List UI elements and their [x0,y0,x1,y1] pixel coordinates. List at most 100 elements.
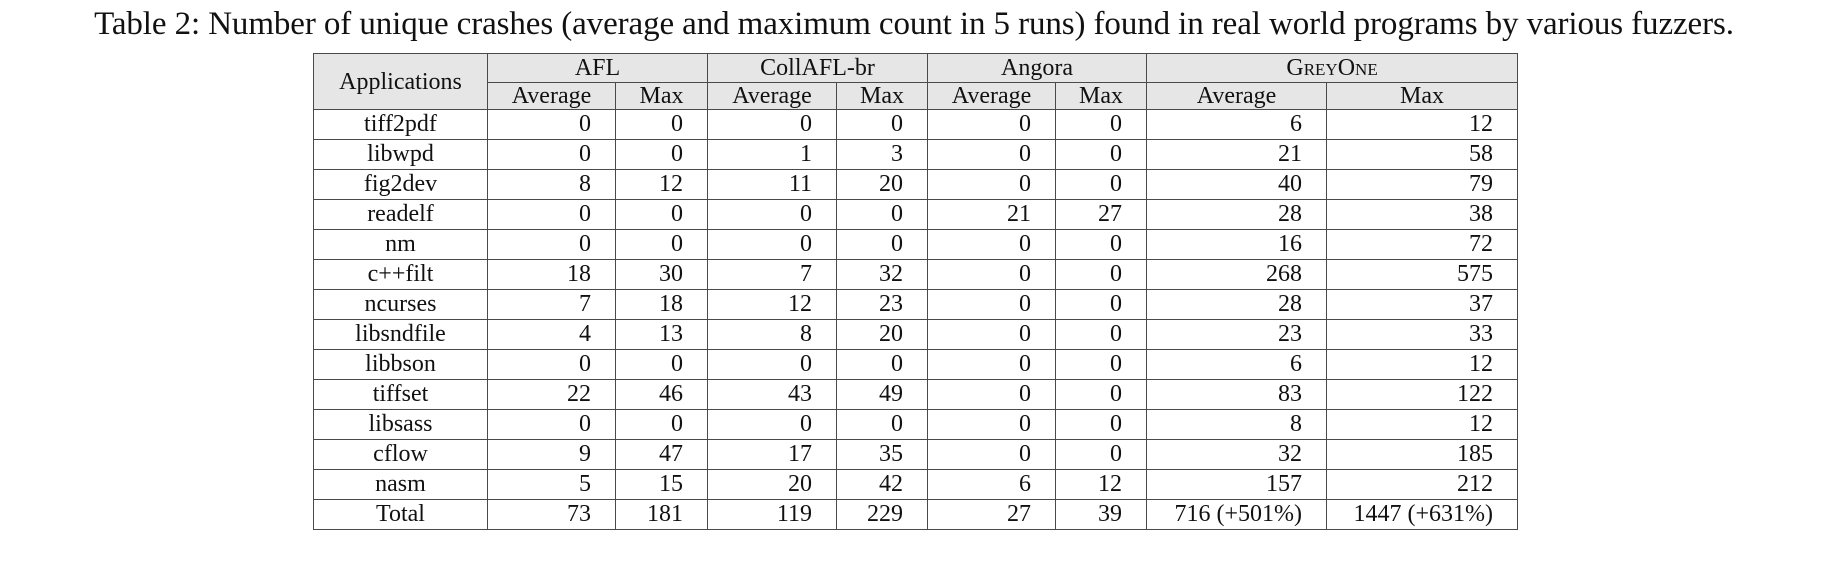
subheader-max: Max [1326,82,1519,110]
total-row: Total 73 181 119 229 27 39 716 (+501%) 1447 (+63… [313,499,1519,530]
application-name: libwpd [313,139,488,170]
table-cell: 0 [1055,259,1148,290]
table-cell: 8 [707,319,837,350]
table-row: ncurses 7 18 12 23 0 0 28 37 [313,289,1519,320]
table-cell: 0 [1055,349,1148,380]
application-name: fig2dev [313,169,488,200]
table-cell: 15 [615,469,708,500]
table-cell: 268 [1146,259,1328,290]
table-row: readelf 0 0 0 0 21 27 28 38 [313,199,1519,230]
table-cell: 0 [615,139,708,170]
table-cell: 0 [615,229,708,260]
table-row: tiffset 22 46 43 49 0 0 83 122 [313,379,1519,410]
table-cell: 21 [927,199,1057,230]
table-cell: 18 [487,259,616,290]
table-cell: 0 [835,109,929,140]
table-cell: 0 [927,229,1057,260]
table-cell: 1447 (+631%) [1326,499,1519,530]
table-body: tiff2pdf 0 0 0 0 0 0 6 12 libwpd 0 0 1 3 0 0 21 58 fig2dev… [313,109,1519,530]
application-name: c++filt [313,259,488,290]
table-cell: 0 [1055,169,1148,200]
table-cell: 38 [1326,199,1519,230]
table-cell: 18 [615,289,708,320]
table-cell: 4 [487,319,616,350]
table-cell: 12 [1055,469,1148,500]
table-cell: 27 [927,499,1057,530]
table-cell: 0 [707,199,837,230]
table-cell: 0 [1055,319,1148,350]
header-row-fuzzers: Applications AFL CollAFL-br Angora GreyO… [313,53,1519,110]
table-cell: 17 [707,439,837,470]
table-cell: 11 [707,169,837,200]
table-cell: 42 [835,469,929,500]
table-cell: 5 [487,469,616,500]
table-cell: 43 [707,379,837,410]
subheader-max: Max [835,82,929,110]
table-cell: 12 [1326,349,1519,380]
table-cell: 13 [615,319,708,350]
table-cell: 16 [1146,229,1328,260]
table-cell: 83 [1146,379,1328,410]
table-cell: 0 [1055,409,1148,440]
application-name: libsass [313,409,488,440]
table-cell: 0 [927,259,1057,290]
table-cell: 0 [927,349,1057,380]
table-row: libbson 0 0 0 0 0 0 6 12 [313,349,1519,380]
table-row: nasm 5 15 20 42 6 12 157 212 [313,469,1519,500]
table-cell: 20 [835,169,929,200]
table-cell: 9 [487,439,616,470]
application-name: nasm [313,469,488,500]
table-cell: 0 [927,439,1057,470]
table-cell: 20 [835,319,929,350]
table-cell: 0 [707,109,837,140]
column-header-greyone: GreyOne [1146,53,1519,83]
application-name: nm [313,229,488,260]
crash-results-table: Applications AFL CollAFL-br Angora GreyO… [313,53,1519,530]
table-cell: 0 [1055,289,1148,320]
table-cell: 32 [1146,439,1328,470]
table-row: libsass 0 0 0 0 0 0 8 12 [313,409,1519,440]
table-cell: 39 [1055,499,1148,530]
table-cell: 58 [1326,139,1519,170]
table-cell: 22 [487,379,616,410]
table-cell: 0 [835,409,929,440]
table-cell: 12 [707,289,837,320]
table-cell: 12 [1326,109,1519,140]
table-cell: 0 [1055,139,1148,170]
table-cell: 575 [1326,259,1519,290]
table-cell: 181 [615,499,708,530]
table-cell: 0 [927,319,1057,350]
table-cell: 0 [487,199,616,230]
table-cell: 46 [615,379,708,410]
table-cell: 12 [1326,409,1519,440]
table-row: nm 0 0 0 0 0 0 16 72 [313,229,1519,260]
table-cell: 0 [927,169,1057,200]
table-cell: 21 [1146,139,1328,170]
column-header-angora: Angora [927,53,1148,83]
table-cell: 0 [927,139,1057,170]
subheader-average: Average [707,82,837,110]
table-cell: 40 [1146,169,1328,200]
table-cell: 0 [615,199,708,230]
table-cell: 0 [707,409,837,440]
table-cell: 0 [615,109,708,140]
table-cell: 716 (+501%) [1146,499,1328,530]
table-cell: 185 [1326,439,1519,470]
table-cell: 0 [927,289,1057,320]
table-cell: 8 [487,169,616,200]
application-name: ncurses [313,289,488,320]
table-cell: 32 [835,259,929,290]
total-label: Total [313,499,488,530]
table-cell: 0 [927,409,1057,440]
table-row: c++filt 18 30 7 32 0 0 268 575 [313,259,1519,290]
table-cell: 122 [1326,379,1519,410]
application-name: readelf [313,199,488,230]
table-cell: 47 [615,439,708,470]
table-cell: 8 [1146,409,1328,440]
table-cell: 0 [487,139,616,170]
table-cell: 0 [1055,109,1148,140]
application-name: tiffset [313,379,488,410]
table-cell: 0 [707,349,837,380]
table-cell: 0 [1055,439,1148,470]
table-caption: Table 2: Number of unique crashes (avera… [94,6,1734,42]
